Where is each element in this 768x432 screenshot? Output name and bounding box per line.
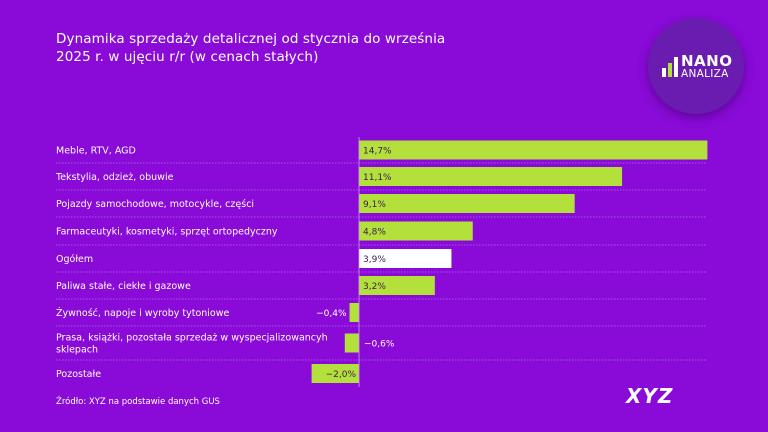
bar xyxy=(344,333,359,353)
category-label: Farmaceutyki, kosmetyki, sprzęt ortopedy… xyxy=(56,227,278,238)
bar xyxy=(359,276,435,295)
data-label: 3,9% xyxy=(363,255,386,265)
category-label: Tekstylia, odzież, obuwie xyxy=(55,172,174,183)
brand-logo: XYZ xyxy=(626,384,674,408)
category-label: Paliwa stałe, ciekłe i gazowe xyxy=(56,281,191,292)
title-line-2: 2025 r. w ujęciu r/r (w cenach stałych) xyxy=(56,49,319,65)
category-label: Meble, RTV, AGD xyxy=(56,146,136,157)
category-label: Ogółem xyxy=(56,254,93,265)
bar xyxy=(359,140,708,160)
logo-text-1: NANO xyxy=(681,52,733,70)
nano-analiza-logo: NANO ANALIZA xyxy=(648,18,744,114)
bar xyxy=(311,364,359,383)
data-label: 9,1% xyxy=(363,200,386,210)
category-label: sklepach xyxy=(56,345,98,356)
logo-bar-icon xyxy=(668,63,672,77)
data-label: −0,4% xyxy=(316,309,347,319)
logo-text-2: ANALIZA xyxy=(681,68,729,80)
data-label: 4,8% xyxy=(363,228,386,238)
category-label: Żywność, napoje i wyroby tytoniowe xyxy=(56,308,229,319)
source-note: Źródło: XYZ na podstawie danych GUS xyxy=(56,397,220,407)
title-line-1: Dynamika sprzedaży detalicznej od styczn… xyxy=(56,31,446,47)
data-label: −2,0% xyxy=(326,370,357,380)
bar xyxy=(359,221,473,241)
data-label: 14,7% xyxy=(363,147,392,157)
data-label: 11,1% xyxy=(363,173,392,183)
bar xyxy=(349,303,359,322)
bar xyxy=(359,167,623,186)
bar xyxy=(359,194,575,213)
category-label: Pojazdy samochodowe, motocykle, części xyxy=(56,199,254,210)
logo-bar-icon xyxy=(674,57,678,77)
chart-title: Dynamika sprzedaży detalicznej od styczn… xyxy=(56,30,445,66)
logo-bar-icon xyxy=(662,68,666,77)
bar xyxy=(359,249,452,268)
category-label: Pozostałe xyxy=(56,369,101,380)
category-label: Prasa, książki, pozostała sprzedaż w wys… xyxy=(56,333,328,344)
data-label: 3,2% xyxy=(363,282,386,292)
data-label: −0,6% xyxy=(364,340,395,350)
